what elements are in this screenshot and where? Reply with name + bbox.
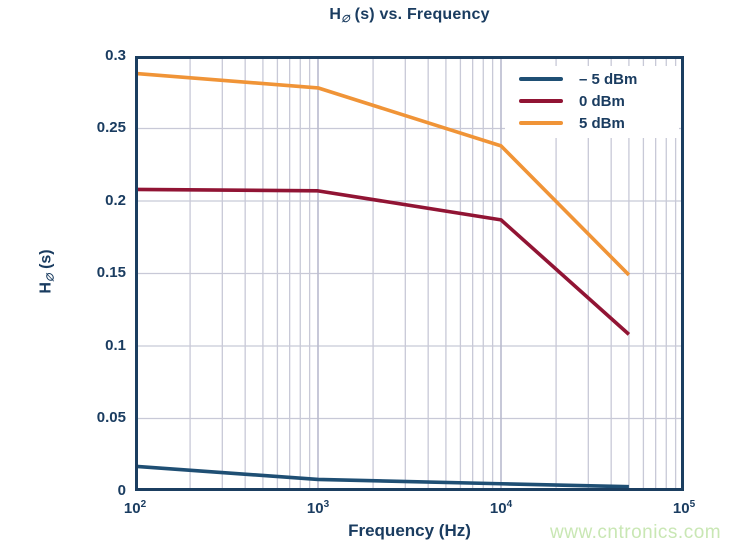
legend-item-0dbm: 0 dBm: [505, 90, 679, 112]
plot-area: [135, 56, 684, 491]
x-tick-label-1e2: 102: [123, 499, 147, 517]
y-tick-label-0.3: 0.3: [105, 47, 126, 64]
x-axis-label: Frequency (Hz): [348, 521, 471, 540]
y-tick-label-0.25: 0.25: [96, 119, 126, 136]
x-tick-label-1e4: 104: [489, 499, 513, 517]
chart-title-prefix: H: [329, 6, 342, 23]
legend-swatch-5dbm-line: [519, 121, 563, 125]
y-tick-label-0.2: 0.2: [105, 192, 126, 209]
y-axis-label-rest: (s): [37, 249, 55, 274]
legend: – 5 dBm 0 dBm 5 dBm: [505, 66, 679, 138]
chart-title-rest: (s) vs. Frequency: [350, 6, 490, 23]
watermark-text: www.cntronics.com: [550, 522, 722, 543]
legend-label-0dbm: 0 dBm: [579, 92, 625, 110]
y-axis-label-prefix: H: [37, 282, 55, 294]
legend-item-5dbm: 5 dBm: [505, 112, 679, 134]
legend-swatch-0dbm-line: [519, 99, 563, 103]
x-tick-label-1e3: 103: [306, 499, 330, 517]
y-axis-label-subscript: ∅: [45, 273, 57, 283]
legend-label-neg5dbm: – 5 dBm: [579, 70, 638, 88]
y-tick-label-0: 0: [117, 482, 126, 499]
y-tick-label-0.05: 0.05: [96, 409, 126, 426]
x-tick-label-1e5: 105: [672, 499, 696, 517]
y-axis-label: H∅ (s): [38, 212, 57, 332]
chart-title: H∅ (s) vs. Frequency: [135, 6, 684, 25]
legend-label-5dbm: 5 dBm: [579, 114, 625, 132]
y-tick-label-0.15: 0.15: [96, 264, 126, 281]
legend-item-neg5dbm: – 5 dBm: [505, 68, 679, 90]
y-tick-label-0.1: 0.1: [105, 337, 126, 354]
chart-title-subscript: ∅: [341, 14, 351, 25]
legend-swatch-neg5dbm-line: [519, 77, 563, 81]
